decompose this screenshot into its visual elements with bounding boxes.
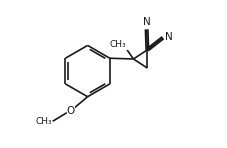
Text: CH₃: CH₃ <box>35 117 52 126</box>
Text: CH₃: CH₃ <box>109 40 126 49</box>
Text: N: N <box>164 32 172 42</box>
Text: O: O <box>67 106 75 116</box>
Text: N: N <box>142 17 150 27</box>
